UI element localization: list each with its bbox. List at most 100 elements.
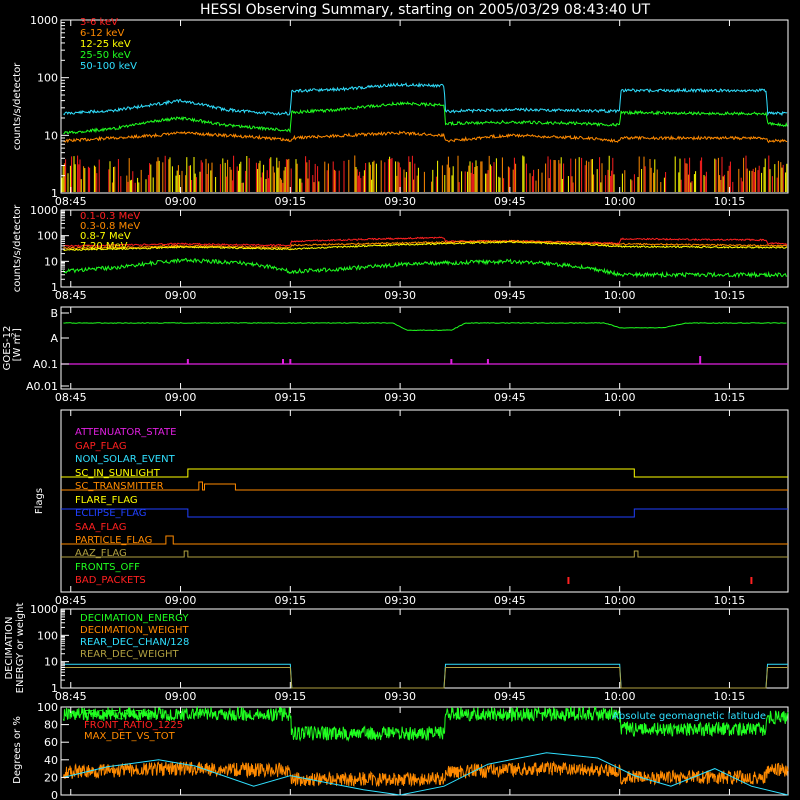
y-tick-label: 100 [37, 72, 58, 85]
y-tick-label: 100 [37, 629, 58, 642]
x-tick-label: 10:00 [604, 391, 636, 404]
x-tick-label: 08:45 [55, 594, 87, 607]
legend-entry: MAX_DET_VS_TOT [84, 731, 176, 742]
x-tick-label: 09:00 [165, 195, 197, 208]
series-line-green [62, 257, 788, 279]
flag-line [61, 535, 788, 545]
y-tick-label: 40 [44, 754, 58, 767]
flag-line [61, 481, 788, 491]
y-axis-label: -2 [10, 333, 18, 340]
y-axis-label: Flags [34, 488, 45, 514]
flag-label: FLARE_FLAG [75, 495, 138, 506]
x-tick-label: 10:15 [714, 391, 746, 404]
y-tick-label: 1000 [30, 204, 58, 217]
x-tick-label: 09:15 [274, 289, 306, 302]
x-tick-label: 10:15 [714, 690, 746, 703]
x-tick-label: 10:00 [604, 289, 636, 302]
count-bars [61, 155, 788, 192]
x-tick-label: 09:00 [165, 391, 197, 404]
y-tick-label: 60 [44, 736, 58, 749]
y-tick-label: 1 [51, 682, 58, 695]
y-axis-label: counts/s/detector [12, 204, 23, 292]
legend-entry: REAR_DEC_WEIGHT [80, 649, 179, 660]
flag-label: NON_SOLAR_EVENT [75, 454, 176, 465]
legend-entry: DECIMATION_WEIGHT [80, 625, 189, 636]
series-line-green [62, 705, 789, 742]
y-tick-label: 1000 [30, 14, 58, 27]
flag-label: ECLIPSE_FLAG [75, 508, 146, 519]
legend-entry: 7-20 MeV [80, 241, 128, 252]
flag-line [61, 508, 788, 518]
highE-frame [60, 209, 789, 288]
flag-line [61, 550, 788, 558]
series-line-orange [63, 130, 788, 144]
y-tick-label: 10 [44, 255, 58, 268]
y-tick-label: 20 [44, 771, 58, 784]
x-tick-label: 09:45 [494, 289, 526, 302]
x-tick-label: 09:30 [384, 289, 416, 302]
flags-frame [60, 409, 789, 593]
series-line-green [63, 322, 787, 332]
y-tick-label: 10 [44, 656, 58, 669]
legend-entry: REAR_DEC_CHAN/128 [80, 637, 189, 648]
flag-line [61, 468, 788, 478]
flag-label: BAD_PACKETS [75, 575, 146, 586]
legend-entry: 3-6 keV [80, 17, 118, 28]
y-tick-label: 80 [44, 719, 58, 732]
flag-label: ATTENUATOR_STATE [75, 427, 176, 438]
x-tick-label: 10:15 [714, 594, 746, 607]
y-tick-label: 100 [37, 230, 58, 243]
x-tick-label: 09:00 [165, 594, 197, 607]
x-tick-label: 08:45 [55, 391, 87, 404]
legend-entry: 0.1-0.3 MeV [80, 211, 140, 222]
flag-label: GAP_FLAG [75, 441, 127, 452]
y-tick-label: A0.01 [26, 380, 58, 393]
y-tick-label: 1 [51, 187, 58, 200]
series-line-green [63, 101, 788, 135]
x-tick-label: 09:45 [494, 594, 526, 607]
x-tick-label: 09:30 [384, 195, 416, 208]
series-line-olive [63, 667, 788, 689]
legend-entry: DECIMATION_ENERGY [80, 613, 189, 624]
series-line-cyan [63, 752, 789, 796]
goes-frame [60, 306, 789, 390]
y-tick-label: 0 [51, 789, 58, 800]
ratio-frame [60, 706, 789, 796]
lowE-frame [60, 19, 789, 194]
x-tick-label: 09:15 [274, 690, 306, 703]
x-tick-label: 09:45 [494, 690, 526, 703]
series-line-orange [63, 239, 788, 250]
x-tick-label: 09:00 [165, 690, 197, 703]
series-line-red [63, 236, 788, 248]
x-tick-label: 09:15 [274, 594, 306, 607]
x-tick-label: 09:15 [274, 195, 306, 208]
legend-entry: 0.3-0.8 MeV [80, 221, 140, 232]
flag-label: AAZ_FLAG [75, 548, 127, 559]
y-tick-label: 1 [51, 281, 58, 294]
y-axis-label: [W m [12, 335, 23, 362]
x-tick-label: 10:15 [714, 289, 746, 302]
legend-entry: Absolute geomagnetic latitude [612, 711, 766, 722]
page-title: HESSI Observing Summary, starting on 200… [200, 2, 651, 18]
x-tick-label: 09:45 [494, 195, 526, 208]
y-tick-label: B [50, 307, 58, 320]
y-axis-label: Degrees or % [12, 716, 23, 784]
x-tick-label: 08:45 [55, 690, 87, 703]
y-tick-label: 100 [37, 701, 58, 714]
legend-entry: 6-12 keV [80, 28, 124, 39]
flag-label: SC_IN_SUNLIGHT [75, 468, 161, 479]
x-tick-label: 09:30 [384, 391, 416, 404]
flag-label: PARTICLE_FLAG [75, 535, 152, 546]
legend-entry: 25-50 keV [80, 50, 131, 61]
x-tick-label: 09:30 [384, 690, 416, 703]
flag-label: SAA_FLAG [75, 522, 126, 533]
legend-entry: 0.8-7 MeV [80, 231, 131, 242]
flag-label: FRONTS_OFF [75, 562, 140, 573]
y-tick-label: 1000 [30, 603, 58, 616]
x-tick-label: 09:15 [274, 391, 306, 404]
x-tick-label: 09:45 [494, 391, 526, 404]
series-line-orange [62, 760, 789, 788]
x-tick-label: 08:45 [55, 289, 87, 302]
